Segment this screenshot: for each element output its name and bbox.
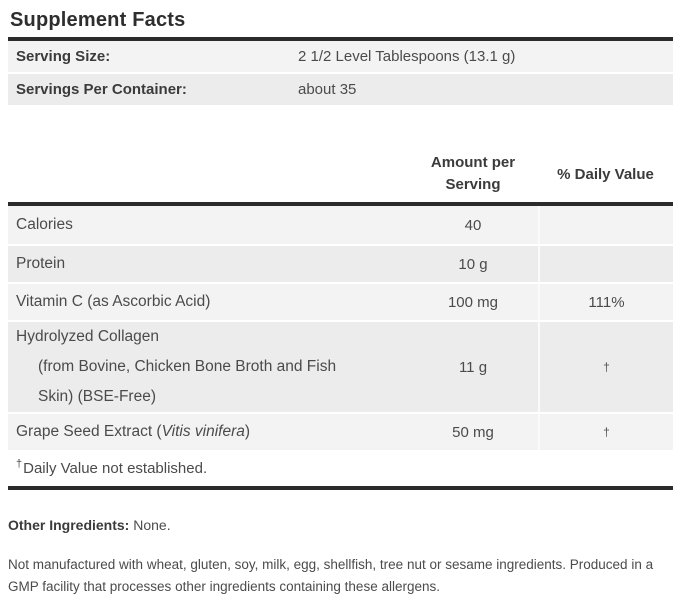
amount-per-serving-header: Amount per Serving xyxy=(408,152,538,196)
table-row: Calories 40 xyxy=(8,206,673,244)
table-row: Hydrolyzed Collagen (from Bovine, Chicke… xyxy=(8,320,673,412)
servings-per-container-row: Servings Per Container: about 35 xyxy=(8,74,673,105)
allergen-statement: Not manufactured with wheat, gluten, soy… xyxy=(8,557,654,594)
divider-top xyxy=(8,37,673,41)
other-ingredients-label: Other Ingredients: xyxy=(8,517,130,533)
nutrient-amount: 100 mg xyxy=(447,293,499,311)
serving-size-row: Serving Size: 2 1/2 Level Tablespoons (1… xyxy=(8,41,673,72)
daily-value-footnote: †Daily Value not established. xyxy=(8,450,673,486)
nutrient-table: Calories 40 Protein 10 g Vitamin C (as A… xyxy=(8,206,673,450)
dagger-symbol: † xyxy=(16,458,23,470)
header-spacer xyxy=(8,152,408,196)
serving-size-label: Serving Size: xyxy=(16,48,111,65)
table-header: Amount per Serving % Daily Value xyxy=(8,152,673,196)
servings-per-container-value: about 35 xyxy=(298,81,357,98)
nutrient-daily-value xyxy=(538,206,673,244)
nutrient-name-detail: (from Bovine, Chicken Bone Broth and Fis… xyxy=(38,358,337,405)
amount-header-line2: Serving xyxy=(445,176,501,193)
nutrient-name: Grape Seed Extract (Vitis vinifera) xyxy=(16,423,251,440)
other-ingredients: Other Ingredients: None. xyxy=(8,516,673,534)
divider-header xyxy=(8,202,673,206)
other-ingredients-value: None. xyxy=(133,517,171,533)
serving-size-value: 2 1/2 Level Tablespoons (13.1 g) xyxy=(298,48,516,65)
botanical-name: Vitis vinifera xyxy=(161,423,245,440)
nutrient-name: Calories xyxy=(16,216,73,233)
nutrient-amount: 50 mg xyxy=(452,423,494,441)
table-row: Vitamin C (as Ascorbic Acid) 100 mg 111% xyxy=(8,282,673,320)
page-title: Supplement Facts xyxy=(10,9,186,31)
nutrient-daily-value: † xyxy=(538,414,673,450)
table-row: Protein 10 g xyxy=(8,244,673,282)
nutrient-name: Protein xyxy=(16,255,66,272)
nutrient-daily-value: 111% xyxy=(538,284,673,320)
nutrient-amount: 40 xyxy=(464,216,482,234)
servings-per-container-label: Servings Per Container: xyxy=(16,81,187,98)
nutrient-name: Hydrolyzed Collagen (from Bovine, Chicke… xyxy=(8,322,408,412)
divider-bottom xyxy=(8,486,673,490)
nutrient-amount: 10 g xyxy=(458,255,488,273)
table-row: Grape Seed Extract (Vitis vinifera) 50 m… xyxy=(8,412,673,450)
serving-info: Serving Size: 2 1/2 Level Tablespoons (1… xyxy=(8,41,673,105)
amount-header-line1: Amount per xyxy=(430,154,516,171)
nutrient-daily-value: † xyxy=(538,322,673,412)
nutrient-daily-value xyxy=(538,246,673,282)
nutrient-amount: 11 g xyxy=(458,358,488,376)
nutrient-name: Vitamin C (as Ascorbic Acid) xyxy=(16,293,211,310)
daily-value-header: % Daily Value xyxy=(557,165,654,183)
